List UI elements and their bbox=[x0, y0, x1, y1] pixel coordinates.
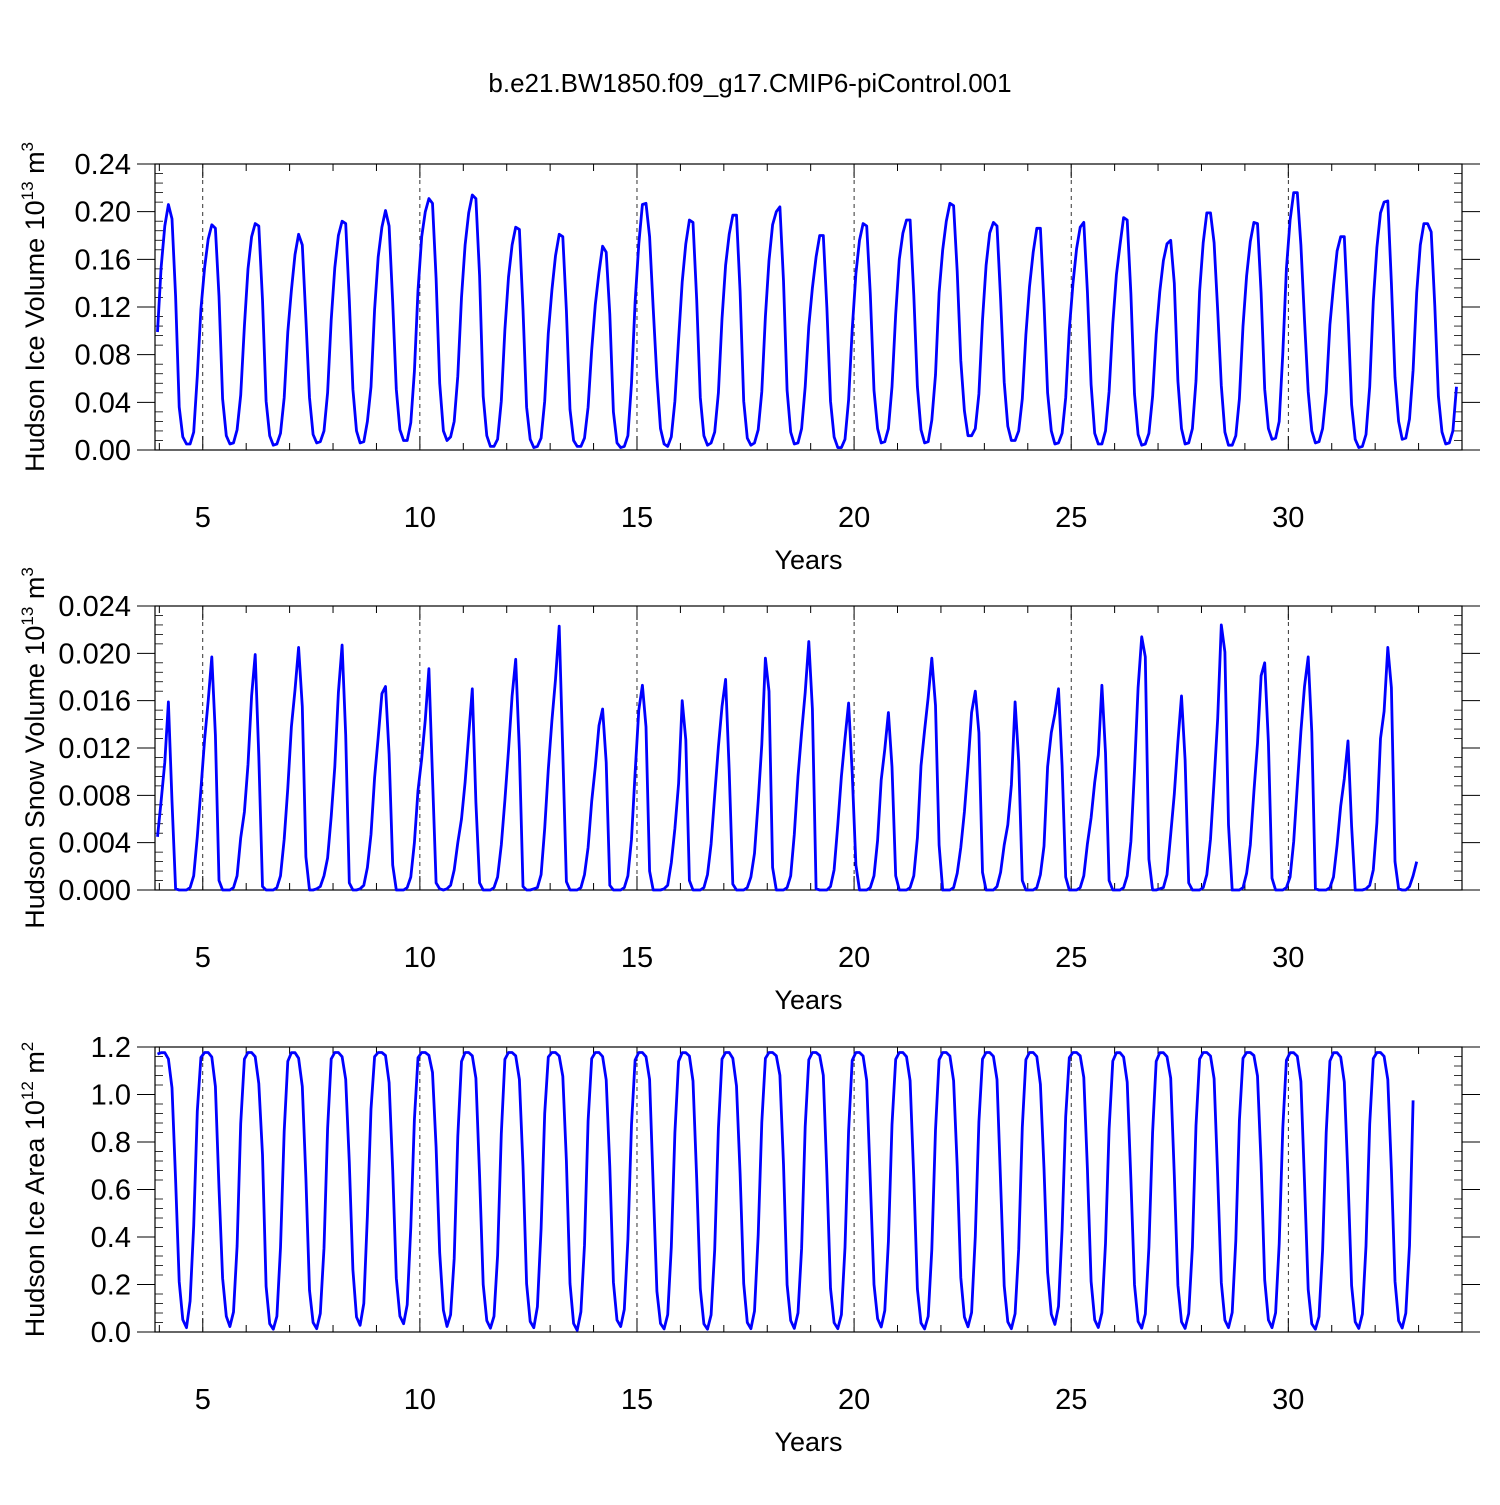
panel-2: 0.000 0.004 0.008 0.012 0.016 0.020 0.024 5 10 15… bbox=[18, 567, 1480, 1015]
x-tick-label: 20 bbox=[838, 1384, 870, 1416]
y-tick-label: 0.00 bbox=[75, 435, 131, 467]
y-tick-label: 0.016 bbox=[58, 686, 131, 718]
panels: 0.00 0.04 0.08 0.12 0.16 0.20 0.24 5 10 15 20 25 30 Y… bbox=[18, 142, 1480, 1457]
y-tick-label: 0.0 bbox=[91, 1317, 131, 1349]
x-axis-label: Years bbox=[774, 985, 842, 1015]
y-tick-label: 0.24 bbox=[75, 149, 131, 181]
y-tick-label: 1.0 bbox=[91, 1080, 131, 1112]
y-axis-label: Hudson Ice Volume 1013 m3 bbox=[18, 142, 50, 472]
y-tick-label: 0.000 bbox=[58, 875, 131, 907]
panel-1: 0.00 0.04 0.08 0.12 0.16 0.20 0.24 5 10 15 20 25 30 Y… bbox=[18, 142, 1480, 575]
series-line bbox=[156, 623, 1419, 892]
y-tick-label: 0.04 bbox=[75, 387, 131, 419]
series-line bbox=[156, 1051, 1415, 1332]
x-tick-label: 10 bbox=[404, 1384, 436, 1416]
y-tick-label: 0.4 bbox=[91, 1222, 131, 1254]
y-tick-label: 0.16 bbox=[75, 244, 131, 276]
y-tick-label: 0.2 bbox=[91, 1270, 131, 1302]
x-tick-label: 15 bbox=[621, 942, 653, 974]
x-tick-label: 30 bbox=[1272, 1384, 1304, 1416]
x-tick-label: 20 bbox=[838, 502, 870, 534]
y-tick-label: 0.004 bbox=[58, 828, 131, 860]
y-axis-label: Hudson Snow Volume 1013 m3 bbox=[18, 567, 50, 929]
x-tick-label: 15 bbox=[621, 1384, 653, 1416]
x-tick-label: 30 bbox=[1272, 502, 1304, 534]
y-tick-label: 0.20 bbox=[75, 197, 131, 229]
x-tick-label: 25 bbox=[1055, 502, 1087, 534]
y-tick-label: 0.024 bbox=[58, 591, 131, 623]
y-tick-label: 0.6 bbox=[91, 1175, 131, 1207]
x-tick-label: 5 bbox=[195, 1384, 211, 1416]
y-axis-label: Hudson Ice Area 1012 m2 bbox=[18, 1042, 50, 1338]
y-tick-label: 1.2 bbox=[91, 1032, 131, 1064]
x-tick-label: 25 bbox=[1055, 1384, 1087, 1416]
x-tick-label: 25 bbox=[1055, 942, 1087, 974]
x-tick-label: 10 bbox=[404, 942, 436, 974]
y-tick-label: 0.012 bbox=[58, 733, 131, 765]
x-tick-label: 20 bbox=[838, 942, 870, 974]
y-tick-label: 0.020 bbox=[58, 638, 131, 670]
x-tick-label: 10 bbox=[404, 502, 436, 534]
x-axis-label: Years bbox=[774, 545, 842, 575]
panel-3: 0.0 0.2 0.4 0.6 0.8 1.0 1.2 5 10 15 20 25 30 Years Hud… bbox=[18, 1032, 1480, 1457]
series-line bbox=[156, 191, 1458, 450]
y-tick-label: 0.08 bbox=[75, 340, 131, 372]
x-tick-label: 5 bbox=[195, 502, 211, 534]
x-tick-label: 15 bbox=[621, 502, 653, 534]
y-tick-label: 0.8 bbox=[91, 1127, 131, 1159]
y-tick-label: 0.12 bbox=[75, 292, 131, 324]
x-tick-label: 30 bbox=[1272, 942, 1304, 974]
y-tick-label: 0.008 bbox=[58, 780, 131, 812]
x-axis-label: Years bbox=[774, 1427, 842, 1457]
x-tick-label: 5 bbox=[195, 942, 211, 974]
figure-title: b.e21.BW1850.f09_g17.CMIP6-piControl.001 bbox=[488, 68, 1011, 98]
